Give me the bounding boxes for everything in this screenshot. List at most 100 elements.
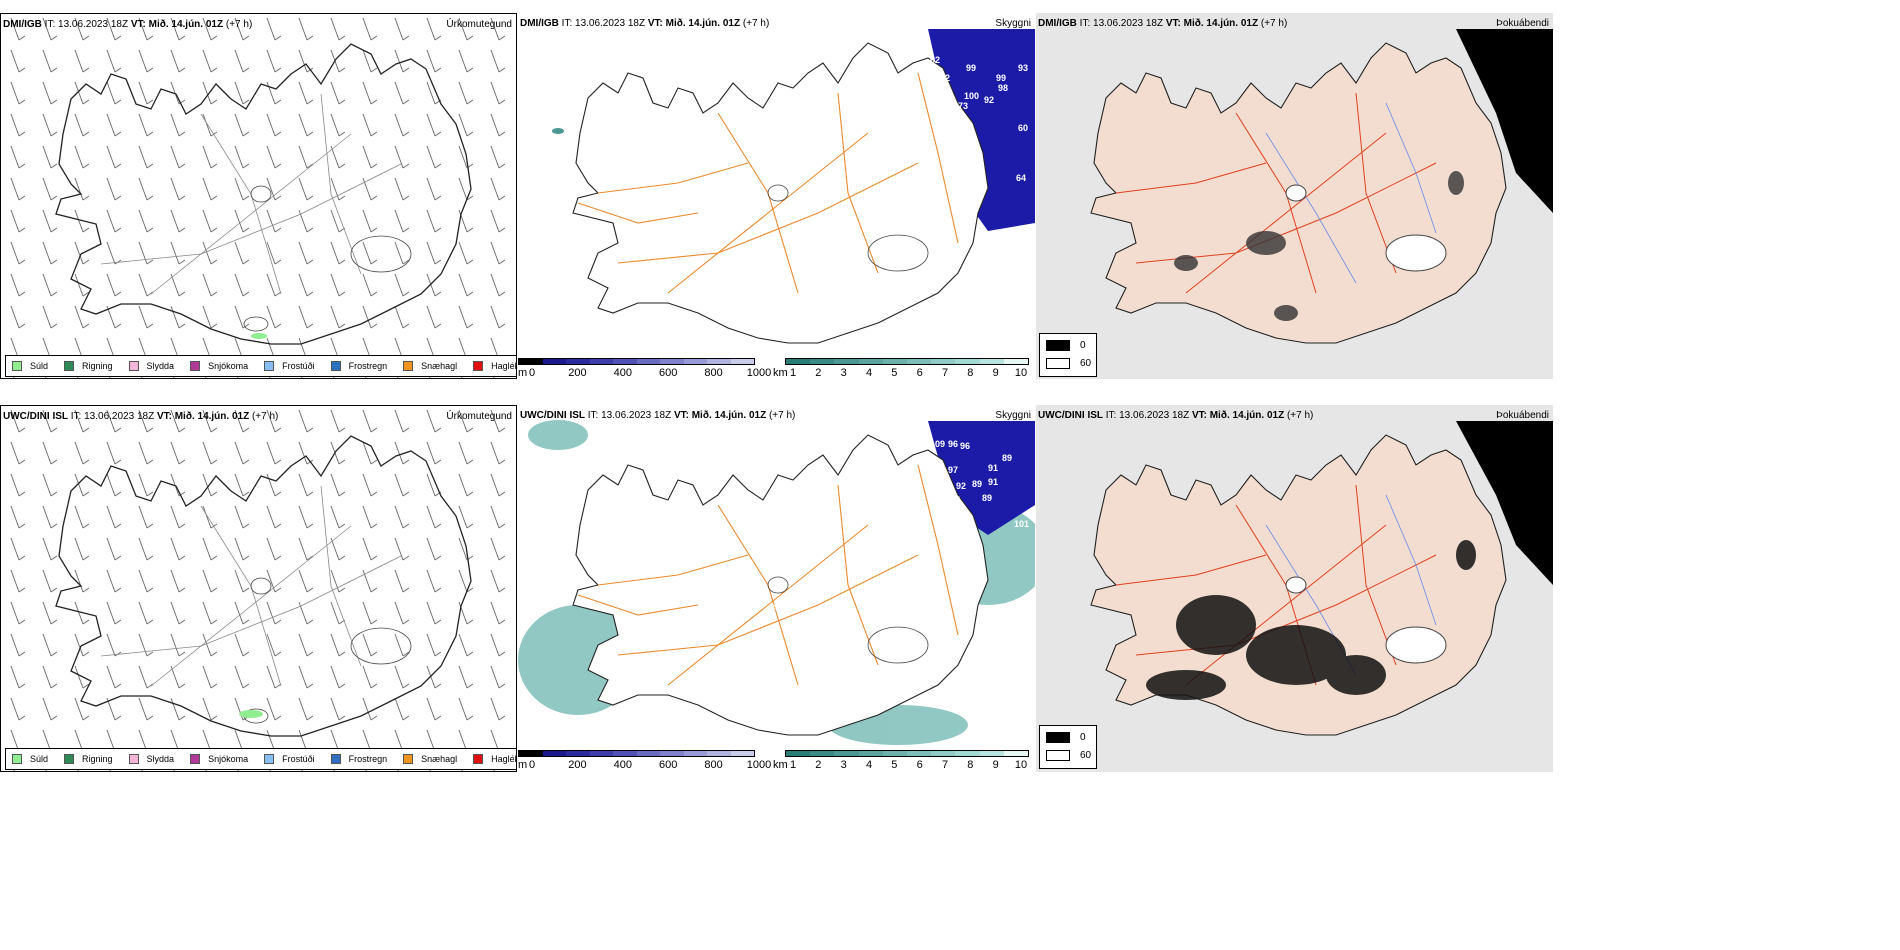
cloud-base-value: 66	[952, 553, 963, 563]
colorbar-tick: 8	[967, 759, 974, 771]
low-ceiling-area-east	[928, 421, 1035, 535]
colorbar-tick: 1000	[746, 759, 772, 771]
colorbar-tick: 1	[789, 759, 797, 771]
legend-swatch	[128, 754, 139, 764]
colorbar-tick: 2	[815, 759, 822, 771]
legend-swatch	[64, 361, 75, 371]
panel-name: Skyggni	[995, 18, 1031, 29]
legend-label: Haglél	[491, 361, 517, 371]
cloud-base-value: 74	[952, 123, 963, 133]
colorbar-tick: 0	[528, 759, 536, 771]
legend-item: Rigning	[64, 361, 113, 371]
cloud-base-value: 99	[966, 63, 977, 73]
panel-name: Úrkomutegund	[446, 19, 512, 30]
cloud-base-value: 82	[954, 141, 965, 151]
colorbar-tick: 5	[891, 759, 898, 771]
colorbar-tick: 2	[815, 367, 822, 379]
colorbar-tick: 1	[789, 367, 797, 379]
colorbar-tick: 200	[568, 759, 587, 771]
colorbar-tick: 9	[992, 759, 999, 771]
legend-label: Rigning	[82, 361, 113, 371]
legend-swatch	[12, 361, 22, 371]
colorbar-unit: m	[518, 367, 528, 379]
cloud-base-value: 73	[958, 101, 969, 111]
cloud-base-value: 97	[948, 465, 959, 475]
colorbar-tick: 8	[967, 367, 974, 379]
low-ceiling-area-east	[928, 29, 1035, 231]
cloud-base-value: 62	[930, 55, 941, 65]
cloud-base-value: 60	[952, 571, 963, 581]
colorbar-tick: 6	[916, 367, 923, 379]
legend-swatch	[264, 361, 275, 371]
drizzle-area	[239, 710, 263, 718]
precip-map-top	[1, 14, 516, 378]
legend-item: Snæhagl	[403, 754, 457, 764]
cloud-base-value: 100	[964, 91, 980, 101]
cloud-base-value: 57	[966, 157, 977, 167]
colorbar-tick: 1000	[746, 367, 772, 379]
colorbar-tick: 400	[613, 367, 632, 379]
ceiling-colorbar: m 0 200 400 600 800 1000	[518, 358, 773, 379]
legend-item: Snjókoma	[190, 754, 248, 764]
cloud-base-value: 91	[988, 463, 999, 473]
colorbar-unit: m	[518, 759, 528, 771]
visibility-panel-bottom: UWC/DINI ISL IT: 13.06.2023 18Z VT: Mið.…	[518, 405, 1035, 772]
colorbar-tick: 4	[865, 367, 873, 379]
colorbar-tick: 600	[659, 759, 678, 771]
legend-swatch	[403, 754, 414, 764]
cloud-base-value: 49	[742, 709, 753, 719]
cloud-base-value: 89	[1002, 453, 1013, 463]
cloud-base-value: 98	[998, 83, 1009, 93]
legend-label: Rigning	[82, 754, 113, 764]
fog-swatch	[1046, 358, 1070, 369]
colorbar-tick: 7	[941, 367, 949, 379]
precip-legend: Súld Rigning Slydda Snjókoma Frostúði Frostre…	[5, 748, 516, 770]
fog-swatch	[1046, 732, 1070, 743]
fog-map-bottom	[1036, 405, 1553, 772]
colorbar-strip	[518, 358, 755, 365]
legend-item: Rigning	[64, 754, 113, 764]
cloud-base-value: 45	[764, 315, 775, 325]
fog-legend-row: 0	[1046, 732, 1086, 743]
panel-title: DMI/IGB IT: 13.06.2023 18Z VT: Mið. 14.j…	[520, 18, 770, 29]
legend-item: Frostregn	[330, 361, 387, 371]
cloud-base-value: 64	[1016, 173, 1027, 183]
fog-legend-label: 0	[1080, 732, 1086, 743]
cloud-base-value: 89	[982, 493, 993, 503]
legend-label: Slydda	[146, 361, 175, 371]
legend-label: Slydda	[146, 754, 175, 764]
fog-map-top	[1036, 13, 1553, 379]
cloud-base-value: 40	[740, 695, 751, 705]
panel-title: UWC/DINI ISL IT: 13.06.2023 18Z VT: Mið.…	[520, 410, 796, 421]
cloud-base-value: 96	[948, 439, 959, 449]
legend-swatch	[190, 361, 201, 371]
colorbar-tick: 3	[840, 759, 847, 771]
colorbar-tick: 0	[528, 367, 536, 379]
colorbar-tick: 3	[840, 367, 847, 379]
legend-swatch	[264, 754, 275, 764]
colorbar-strip	[785, 750, 1029, 757]
panel-name: Úrkomutegund	[446, 411, 512, 422]
colorbar-tick: 200	[568, 367, 587, 379]
panel-name: Þokuábendi	[1496, 18, 1549, 29]
fog-legend-row: 60	[1046, 750, 1091, 761]
legend-swatch	[403, 361, 414, 371]
cloud-base-value: 78	[678, 679, 689, 689]
legend-item: Súld	[12, 754, 48, 764]
cloud-base-value: 93	[1018, 63, 1029, 73]
colorbar-tick: 400	[613, 759, 632, 771]
colorbar-tick: 10	[1014, 367, 1028, 379]
visibility-map-bottom	[518, 420, 1035, 745]
fog-legend-label: 0	[1080, 340, 1086, 351]
cloud-base-value: 101	[1014, 519, 1030, 529]
colorbar-tick: 600	[659, 367, 678, 379]
fog-index-panel-bottom: UWC/DINI ISL IT: 13.06.2023 18Z VT: Mið.…	[1036, 405, 1553, 772]
cloud-base-value: 80	[770, 603, 781, 613]
legend-label: Snæhagl	[421, 754, 458, 764]
legend-label: Frostúði	[282, 361, 315, 371]
cloud-base-value: 60	[1018, 123, 1029, 133]
colorbar-strip	[785, 358, 1029, 365]
ceiling-colorbar: m 0 200 400 600 800 1000	[518, 750, 773, 772]
colorbar-tick: 10	[1014, 759, 1028, 771]
fog-legend-row: 60	[1046, 358, 1091, 369]
